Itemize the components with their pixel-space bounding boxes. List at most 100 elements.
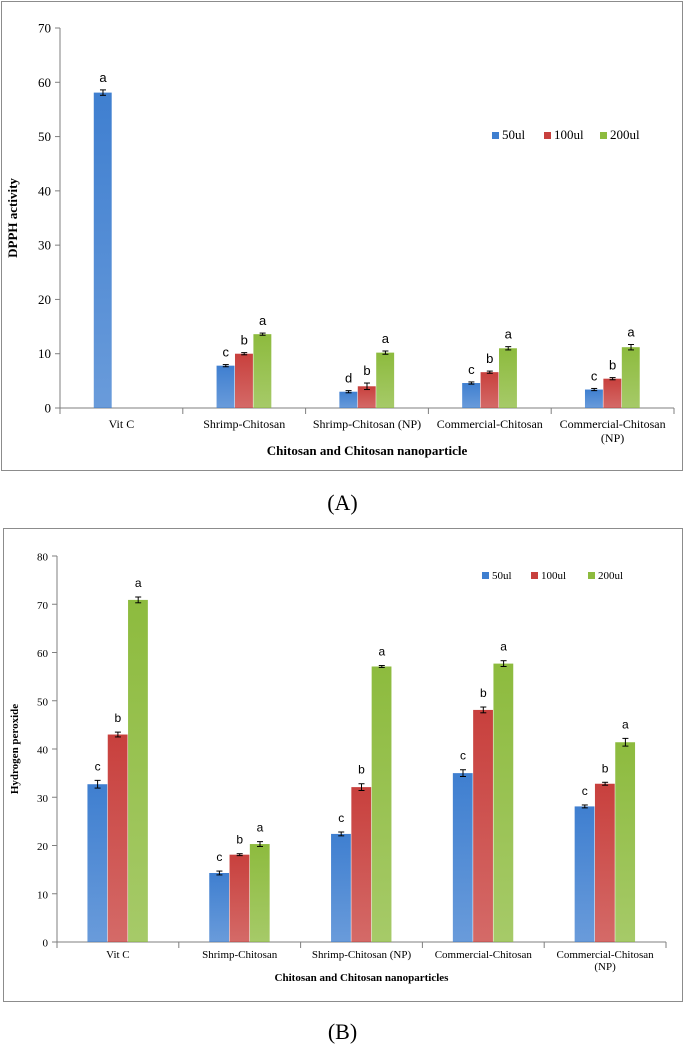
y-tick-label: 10 [37, 889, 49, 901]
legend-swatch-200ul [600, 132, 607, 139]
significance-letter: b [115, 711, 122, 725]
significance-letter: b [363, 363, 370, 378]
bar-50ul-3 [339, 391, 358, 408]
significance-letter: a [257, 821, 264, 835]
x-tick-label: Shrimp-Chitosan (NP) [313, 417, 421, 431]
y-tick-label: 0 [45, 401, 52, 416]
bar-100ul-5 [603, 378, 622, 408]
bar-100ul-3 [351, 787, 372, 942]
x-axis-title: Chitosan and Chitosan nanoparticle [267, 443, 468, 458]
significance-letter: b [486, 351, 493, 366]
y-axis-title: DPPH activity [5, 178, 20, 258]
x-tick-label: Commercial-Chitosan [560, 417, 666, 431]
bar-200ul-1 [128, 599, 148, 942]
bar-200ul-5 [615, 742, 636, 942]
x-axis-title: Chitosan and Chitosan nanoparticles [275, 972, 450, 984]
legend-label-50ul: 50ul [502, 127, 526, 142]
chart-a-frame: 0 10 20 30 40 50 60 70 Vit C Shrimp-Chitosan Shrim… [1, 1, 683, 471]
bar-50ul-3 [331, 833, 351, 942]
y-tick-label: 30 [37, 793, 49, 805]
significance-letter: b [241, 333, 248, 348]
x-tick-label: Shrimp-Chitosan [203, 417, 285, 431]
y-tick-label: 10 [38, 346, 51, 361]
significance-letter: c [216, 850, 222, 864]
y-axis-title: Hydrogen peroxide [9, 704, 21, 794]
legend-label-200ul: 200ul [610, 127, 640, 142]
significance-letter: a [622, 717, 629, 731]
significance-letter: a [500, 640, 507, 654]
bar-200ul-2 [253, 334, 272, 408]
y-tick-label: 20 [37, 841, 49, 853]
y-tick-label: 50 [38, 129, 51, 144]
significance-letter: a [259, 313, 267, 328]
significance-letter: c [338, 811, 344, 825]
bar-100ul-5 [594, 783, 615, 942]
bar-100ul-4 [480, 372, 499, 408]
y-tick-label: 50 [37, 696, 49, 708]
y-tick-label: 80 [37, 552, 49, 564]
legend-swatch-100ul [531, 572, 538, 579]
bar-200ul-4 [499, 348, 517, 408]
x-tick-label: Commercial-Chitosan [435, 949, 533, 961]
significance-letter: c [460, 749, 466, 763]
bar-100ul-2 [229, 854, 250, 942]
bar-200ul-2 [249, 844, 270, 942]
significance-letter: a [505, 327, 513, 342]
x-tick-label: Vit C [109, 417, 135, 431]
panel-label-a: (A) [327, 490, 358, 515]
panel-a: 0 10 20 30 40 50 60 70 Vit C Shrimp-Chitosan Shrim… [0, 0, 685, 520]
bar-100ul-4 [473, 709, 493, 942]
significance-letter: a [378, 645, 385, 659]
bar-200ul-3 [371, 666, 392, 942]
bar-200ul-3 [376, 352, 395, 408]
legend-swatch-50ul [482, 572, 489, 579]
bar-100ul-3 [357, 386, 376, 408]
significance-letter: b [609, 358, 616, 373]
chart-b: 0 10 20 30 40 50 60 70 80 Vit C Shrimp-Chitosan Shr… [9, 552, 667, 984]
y-tick-label: 70 [38, 21, 51, 36]
chart-a: 0 10 20 30 40 50 60 70 Vit C Shrimp-Chitosan Shrim… [5, 21, 675, 458]
y-tick-label: 40 [37, 745, 49, 757]
significance-letter: c [223, 345, 230, 360]
x-tick-label: Commercial-Chitosan [437, 417, 543, 431]
significance-letter: a [99, 70, 107, 85]
legend-swatch-50ul [492, 132, 499, 139]
legend-label-100ul: 100ul [554, 127, 584, 142]
bar-50ul-5 [574, 806, 595, 942]
significance-letter: c [582, 784, 588, 798]
bar-200ul-5 [621, 347, 640, 408]
y-tick-label: 40 [38, 183, 51, 198]
significance-letter: c [95, 759, 101, 773]
legend-swatch-200ul [588, 572, 595, 579]
panel-label-b: (B) [327, 1019, 358, 1044]
x-tick-label: Commercial-Chitosan [557, 949, 655, 961]
x-tick-label: Vit C [106, 949, 129, 961]
y-tick-label: 70 [37, 600, 49, 612]
significance-letter: c [468, 362, 475, 377]
y-tick-label: 0 [43, 938, 49, 950]
bar-50ul-2 [209, 873, 230, 942]
x-tick-label: (NP) [601, 431, 624, 445]
significance-letter: b [358, 763, 365, 777]
y-tick-label: 30 [38, 238, 51, 253]
bar-50ul-1 [93, 92, 112, 408]
legend-label-50ul: 50ul [492, 570, 512, 582]
bar-100ul-1 [107, 734, 128, 942]
y-tick-label: 60 [38, 75, 51, 90]
y-tick-label: 60 [37, 648, 49, 660]
legend-label-200ul: 200ul [598, 570, 623, 582]
significance-letter: b [480, 686, 487, 700]
legend-label-100ul: 100ul [541, 570, 566, 582]
bar-50ul-5 [584, 389, 603, 408]
significance-letter: a [382, 331, 390, 346]
x-tick-label: (NP) [594, 961, 616, 973]
significance-letter: b [602, 761, 609, 775]
bar-50ul-2 [216, 365, 235, 408]
bar-50ul-1 [87, 784, 108, 942]
bar-50ul-4 [462, 383, 481, 408]
significance-letter: b [236, 833, 243, 847]
chart-b-frame: 0 10 20 30 40 50 60 70 80 Vit C Shrimp-Chitosan Shr… [3, 528, 683, 1002]
bar-100ul-2 [234, 353, 253, 408]
bar-50ul-4 [452, 773, 473, 942]
significance-letter: c [591, 368, 598, 383]
